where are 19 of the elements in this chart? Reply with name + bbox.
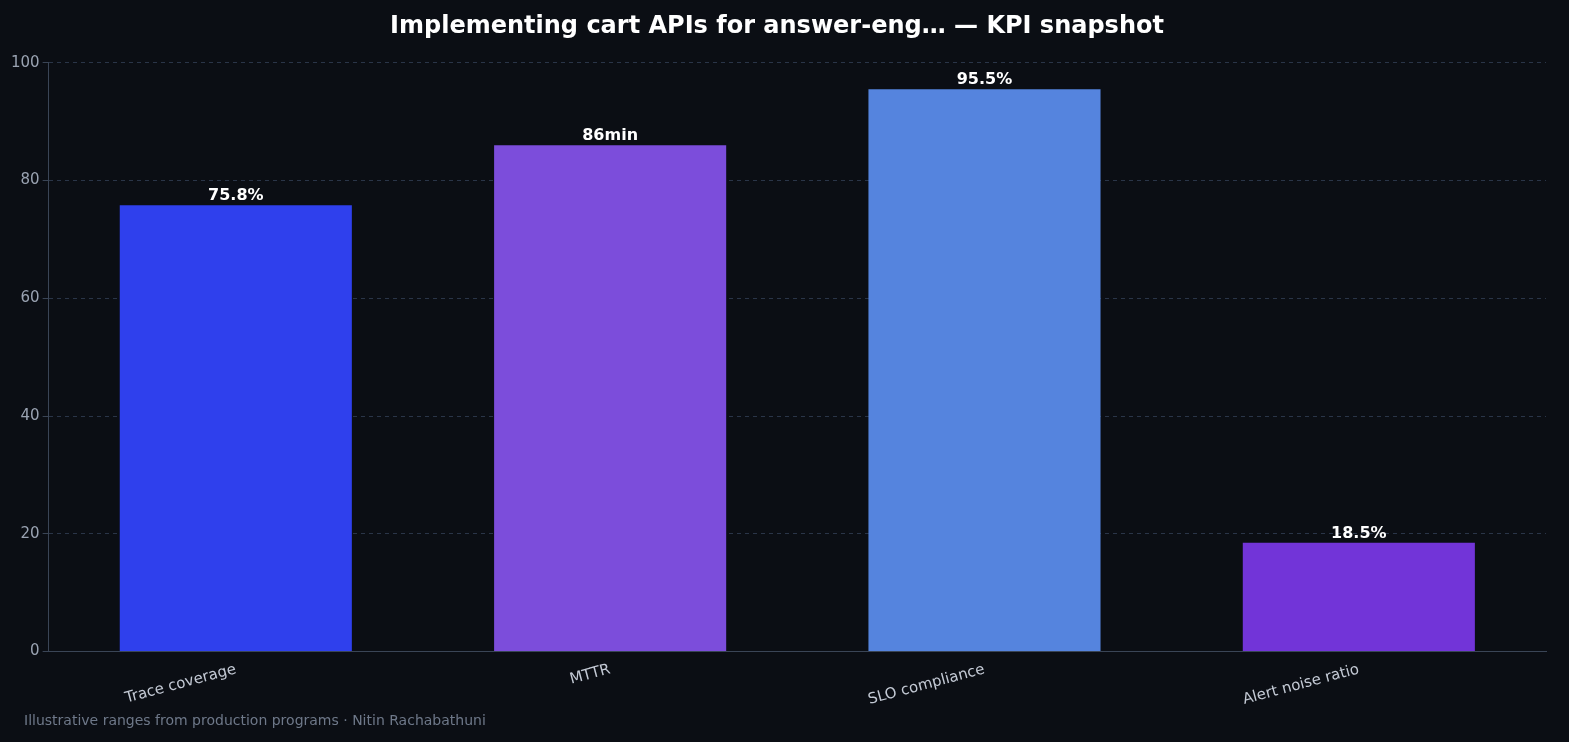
y-tick-label: 0 bbox=[30, 641, 40, 660]
y-tick-label: 40 bbox=[20, 405, 40, 424]
data-label: 75.8% bbox=[208, 185, 264, 205]
x-tick-label: Trace coverage bbox=[121, 659, 238, 707]
y-tick-label: 20 bbox=[20, 523, 40, 542]
bar bbox=[868, 89, 1101, 652]
data-label: 95.5% bbox=[956, 69, 1013, 89]
data-label: 86min bbox=[582, 125, 639, 145]
chart-title: Implementing cart APIs for answer-eng… — KPI snapshot bbox=[390, 10, 1164, 39]
x-tick-label: MTTR bbox=[567, 659, 613, 688]
x-tick-label: Alert noise ratio bbox=[1240, 659, 1361, 708]
bar bbox=[1242, 542, 1475, 652]
y-tick-label: 100 bbox=[10, 52, 40, 71]
y-tick-label: 60 bbox=[20, 288, 40, 307]
y-tick-label: 80 bbox=[20, 170, 40, 189]
bar bbox=[494, 145, 727, 652]
data-label: 18.5% bbox=[1331, 522, 1387, 542]
bar bbox=[119, 205, 352, 652]
text: Illustrative ranges from production programs · Nitin Rachabathuni bbox=[24, 712, 486, 728]
